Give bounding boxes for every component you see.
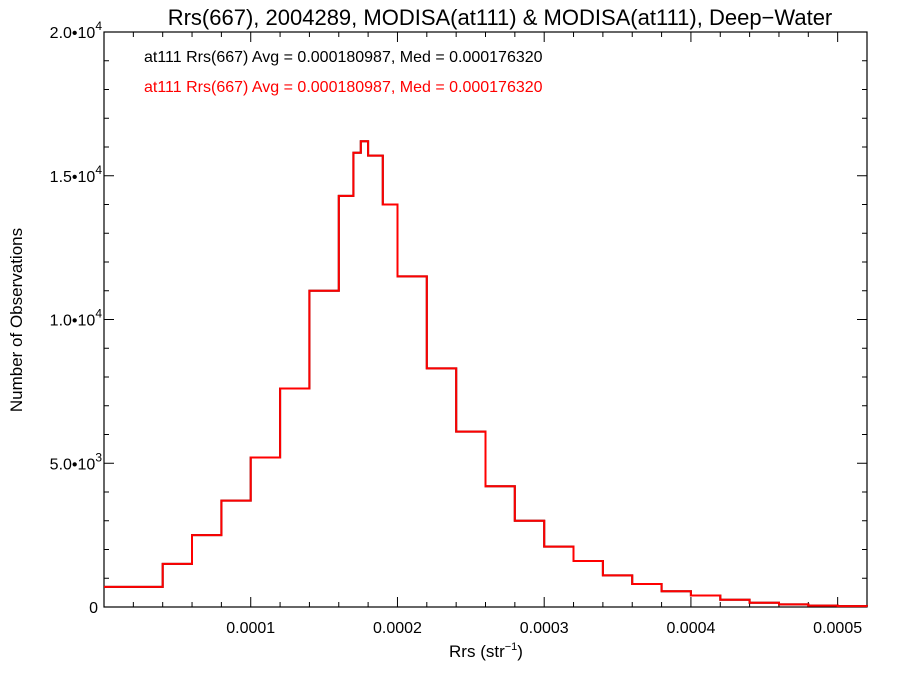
x-tick-label: 0.0001	[226, 620, 275, 637]
series-group	[104, 140, 868, 608]
chart-title: Rrs(667), 2004289, MODISA(at111) & MODIS…	[168, 5, 833, 30]
x-tick-label: 0.0005	[813, 620, 862, 637]
x-axis-label-sup: −1	[505, 641, 518, 653]
plot-frame	[103, 31, 868, 608]
series-line-0	[104, 140, 868, 608]
y-tick-label: 2.0•104	[50, 19, 103, 42]
axis-ticks: 0.0001 0.0002 0.0003 0.0004 0.0005 0 5.0•103 1.…	[50, 19, 867, 637]
x-axis-label: Rrs (str−1)	[449, 641, 523, 661]
x-tick-label: 0.0003	[520, 620, 569, 637]
y-tick-label: 0	[89, 600, 98, 617]
x-axis-label-main: Rrs (str	[449, 642, 505, 661]
y-tick-label: 5.0•103	[50, 450, 103, 473]
series-line-1	[104, 140, 868, 608]
y-tick-label: 1.5•104	[50, 163, 103, 186]
x-axis-label-close: )	[517, 642, 523, 661]
y-tick-label: 1.0•104	[50, 307, 103, 330]
x-tick-label: 0.0004	[666, 620, 715, 637]
annotation-black: at111 Rrs(667) Avg = 0.000180987, Med = …	[144, 49, 543, 66]
x-tick-label: 0.0002	[373, 620, 422, 637]
y-axis-label: Number of Observations	[7, 228, 26, 412]
annotation-red: at111 Rrs(667) Avg = 0.000180987, Med = …	[144, 79, 543, 96]
